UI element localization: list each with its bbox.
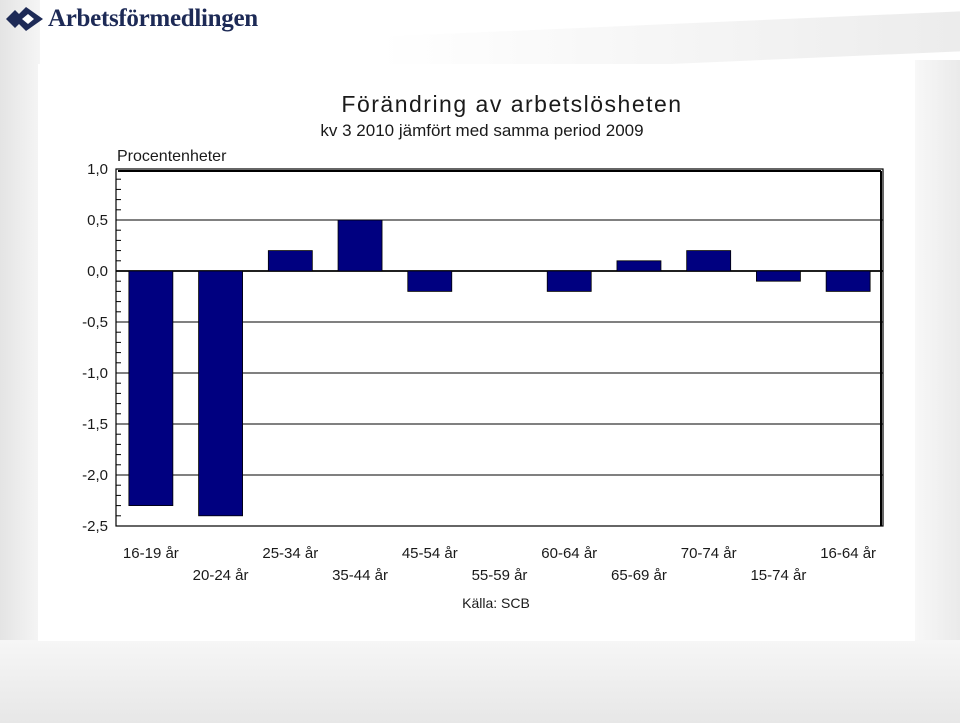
- x-tick-label: 16-64 år: [820, 545, 876, 562]
- bar: [756, 270, 801, 282]
- background-bottom: [0, 640, 960, 723]
- logo-text: Arbetsförmedlingen: [48, 5, 258, 32]
- y-axis: 1,0 0,5 0,0 -0,5 -1,0 -1,5 -2,0 -2,5: [82, 161, 121, 535]
- x-tick-label: 20-24 år: [193, 567, 249, 584]
- bar: [337, 219, 383, 272]
- bar: [616, 260, 662, 272]
- x-tick-label: 16-19 år: [123, 545, 179, 562]
- background-right: [915, 60, 960, 660]
- y-tick-label: -2,5: [82, 518, 108, 535]
- arbetsformedlingen-logo-icon: [6, 7, 43, 31]
- source-note: Källa: SCB: [462, 595, 530, 611]
- bar: [198, 270, 243, 517]
- x-tick-label: 65-69 år: [611, 567, 667, 584]
- x-tick-label: 70-74 år: [681, 545, 737, 562]
- grid-lines: [115, 168, 884, 527]
- x-tick-label: 15-74 år: [750, 567, 806, 584]
- bar: [407, 270, 453, 292]
- background-left: [0, 0, 40, 723]
- x-tick-label: 55-59 år: [472, 567, 528, 584]
- x-axis-labels: 16-19 år 20-24 år 25-34 år 35-44 år 45-54 år…: [123, 545, 876, 584]
- y-tick-label: 1,0: [87, 161, 108, 178]
- bar: [825, 270, 871, 292]
- x-tick-label: 45-54 år: [402, 545, 458, 562]
- bar: [686, 250, 732, 272]
- bars: [128, 219, 871, 517]
- y-tick-label: 0,5: [87, 212, 108, 229]
- y-axis-label: Procentenheter: [117, 148, 227, 165]
- chart-title: Förändring av arbetslösheten: [341, 91, 682, 117]
- y-tick-label: -2,0: [82, 467, 108, 484]
- y-tick-label: 0,0: [87, 263, 108, 280]
- y-tick-label: -0,5: [82, 314, 108, 331]
- y-tick-label: -1,5: [82, 416, 108, 433]
- x-tick-label: 35-44 år: [332, 567, 388, 584]
- x-tick-label: 25-34 år: [262, 545, 318, 562]
- logo: Arbetsförmedlingen: [6, 4, 258, 34]
- bar: [128, 270, 174, 507]
- chart-subtitle: kv 3 2010 jämfört med samma period 2009: [320, 121, 643, 140]
- bar: [546, 270, 592, 292]
- x-tick-label: 60-64 år: [541, 545, 597, 562]
- slide-panel: [38, 64, 915, 641]
- bar: [267, 250, 313, 272]
- y-tick-label: -1,0: [82, 365, 108, 382]
